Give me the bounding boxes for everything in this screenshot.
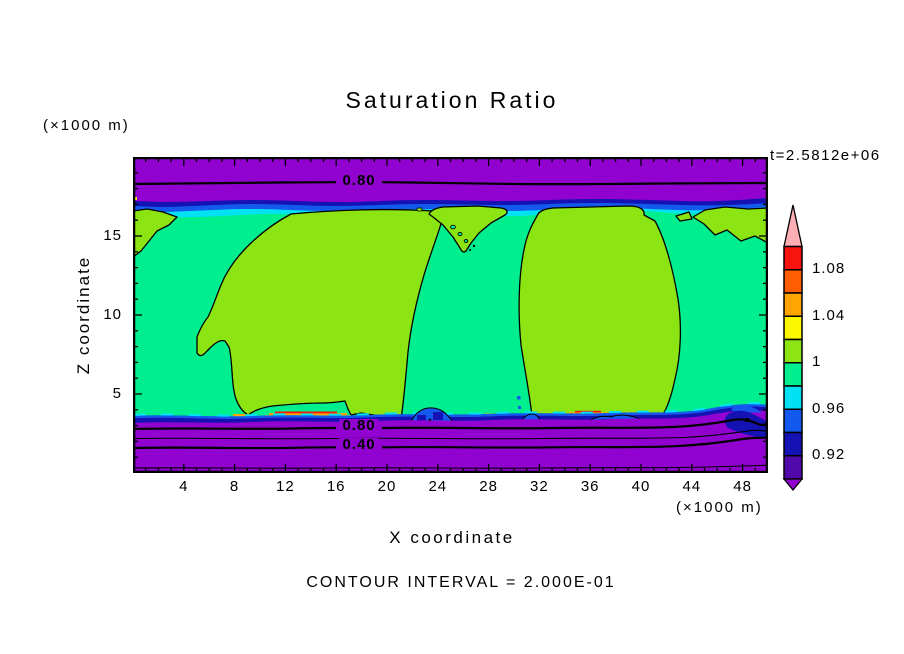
colorbar-cell-chartreuse (784, 340, 802, 363)
contour-080-bottom (133, 428, 336, 429)
time-annotation: t=2.5812e+06 (770, 147, 881, 164)
colorbar-cell-spring (784, 363, 802, 386)
y-tick-label: 5 (70, 385, 122, 402)
x-tick-label: 16 (327, 478, 346, 495)
contour-field (133, 157, 768, 473)
x-axis-unit-label: (×1000 m) (676, 499, 763, 516)
y-tick-label: 15 (70, 227, 122, 244)
x-tick-label: 20 (378, 478, 397, 495)
x-tick-label: 24 (428, 478, 447, 495)
colorbar-label: 1.08 (812, 260, 845, 277)
x-axis-title: X coordinate (389, 528, 514, 548)
x-tick-label: 4 (179, 478, 188, 495)
x-tick-label: 28 (479, 478, 498, 495)
x-tick-label: 8 (230, 478, 239, 495)
contour-line-label: 0.80 (339, 174, 378, 188)
lobe-speck (417, 208, 422, 211)
figure-canvas: Saturation Ratio (×1000 m) t=2.5812e+06 (0, 0, 904, 654)
contour-040 (133, 447, 336, 448)
page-title: Saturation Ratio (0, 87, 904, 114)
colorbar-label: 0.92 (812, 446, 845, 463)
colorbar-label: 0.96 (812, 400, 845, 417)
colorbar-above-triangle (784, 205, 802, 247)
band-purple-top (133, 157, 768, 202)
colorbar-label: 1.04 (812, 307, 845, 324)
colorbar-cell-navy (784, 433, 802, 456)
colorbar-cell-orangeRed (784, 270, 802, 293)
colorbar-cell-orange (784, 293, 802, 316)
x-tick-label: 48 (733, 478, 752, 495)
contour-line-label: 0.40 (339, 438, 378, 452)
x-tick-label: 40 (632, 478, 651, 495)
x-tick-label: 36 (581, 478, 600, 495)
colorbar-cell-blue (784, 409, 802, 432)
x-tick-label: 12 (276, 478, 295, 495)
y-tick-label: 10 (70, 306, 122, 323)
colorbar-cell-yellow (784, 316, 802, 339)
y-axis-unit-label: (×1000 m) (43, 117, 130, 134)
contour-line-label: 0.80 (339, 419, 378, 433)
x-tick-label: 44 (682, 478, 701, 495)
colorbar-below-triangle (784, 479, 802, 490)
lobe-main-right (519, 206, 680, 417)
colorbar-cell-cyan (784, 386, 802, 409)
contour-interval-note: CONTOUR INTERVAL = 2.000E-01 (306, 574, 615, 592)
colorbar-cell-indigo (784, 456, 802, 479)
contour-plot-area (133, 157, 768, 473)
colorbar-label: 1 (812, 353, 821, 370)
x-tick-label: 32 (530, 478, 549, 495)
colorbar-cell-red (784, 247, 802, 270)
